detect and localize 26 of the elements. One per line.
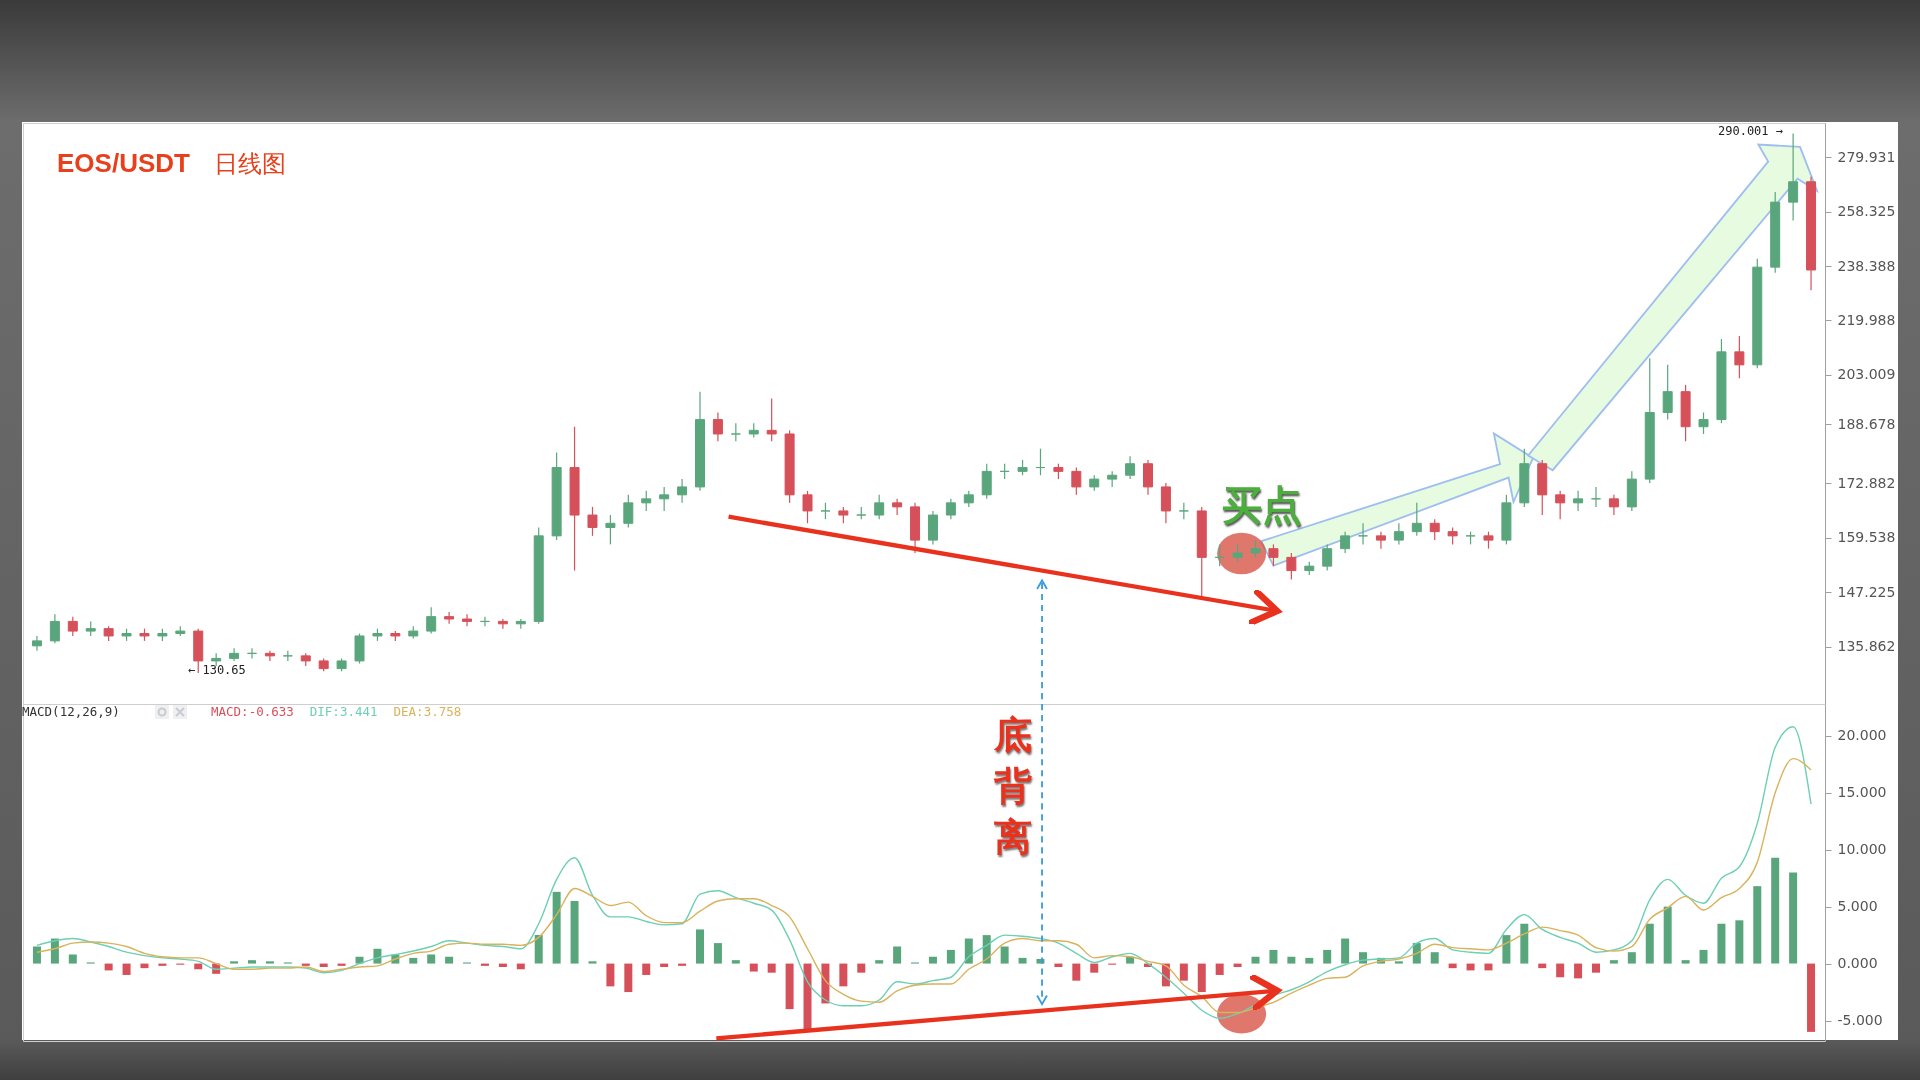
y-tick-label: 135.862 [1837,638,1896,655]
y-tick-label: 188.678 [1837,415,1896,432]
annotation: MACD(12,26,9) [22,704,120,719]
y-tick-label: 0.000 [1837,955,1878,972]
text: EOS/USDT [57,148,190,179]
y-tick-label: 279.931 [1837,148,1896,165]
y-tick-label: 238.388 [1837,257,1896,274]
y-tick-label: 219.988 [1837,311,1896,328]
y-tick-label: 5.000 [1837,898,1878,915]
text: DIF:3.441 [309,704,378,719]
text: 日线图 [214,149,286,180]
y-tick-label: 258.325 [1837,203,1896,220]
y-tick-label: 10.000 [1837,841,1887,858]
y-tick-label: -5.000 [1837,1012,1883,1029]
y-tick-label: 203.009 [1837,366,1896,383]
annotation: 买点 [1222,481,1302,530]
annotation: 底背离 [994,712,1033,861]
annotation: ← 130.65 [188,663,246,677]
annotation: 290.001 → [1718,124,1784,138]
y-tick-label: 15.000 [1837,784,1887,801]
text: DEA:3.758 [393,704,462,719]
text: MACD:-0.633 [211,704,294,719]
y-tick-label: 147.225 [1837,583,1896,600]
y-tick-label: 172.882 [1837,474,1896,491]
y-tick-label: 159.538 [1837,529,1896,546]
y-tick-label: 20.000 [1837,727,1887,744]
